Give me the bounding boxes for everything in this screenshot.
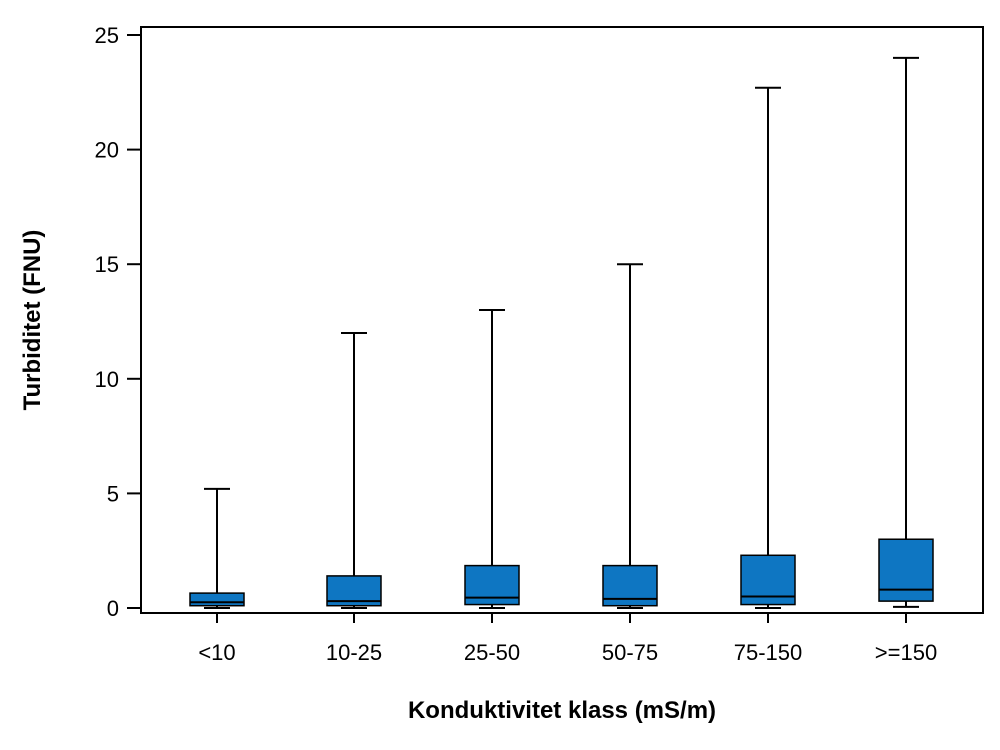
y-tick-label: 25 [95,23,119,48]
box-group [189,487,245,609]
box-iqr [878,538,934,602]
x-tick-label: <10 [198,640,235,665]
y-axis: 0 5 10 15 20 25 [95,23,141,621]
x-tick-label: 10-25 [326,640,382,665]
x-tick-label: 75-150 [734,640,803,665]
x-tick-label: >=150 [875,640,937,665]
box-group [878,56,934,608]
box-iqr [189,592,245,607]
box-group [602,263,658,609]
x-tick-label: 25-50 [464,640,520,665]
y-tick-label: 10 [95,367,119,392]
box-group [464,309,520,609]
y-tick-label: 5 [107,481,119,506]
y-tick-label: 20 [95,138,119,163]
x-axis: <10 10-25 25-50 50-75 75-150 >=150 [198,613,937,665]
y-axis-title: Turbiditet (FNU) [19,230,46,411]
y-tick-label: 0 [107,596,119,621]
plot-frame [140,26,984,614]
y-tick-label: 15 [95,252,119,277]
box-group [740,86,796,609]
x-tick-label: 50-75 [602,640,658,665]
box-group [326,331,382,609]
x-axis-title: Konduktivitet klass (mS/m) [408,697,716,724]
boxes [189,56,934,609]
box-iqr [464,564,520,606]
